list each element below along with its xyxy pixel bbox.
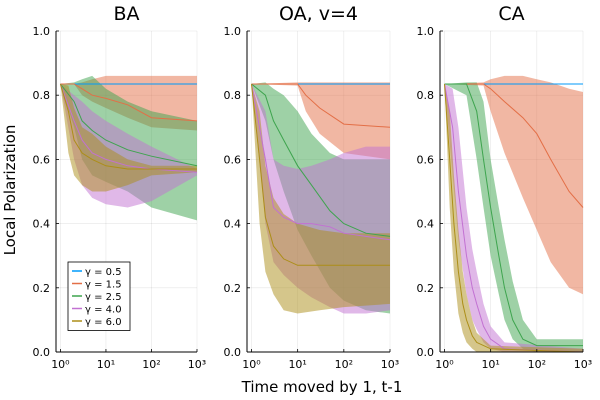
y-axis-label: Local Polarization	[1, 125, 19, 256]
x-tick-label: 10⁰	[51, 358, 70, 371]
legend-label: γ = 4.0	[85, 305, 122, 316]
series-line-5	[251, 83, 390, 266]
series-line-5	[444, 83, 584, 353]
legend-label: γ = 2.5	[85, 292, 122, 303]
x-axis-label: Time moved by 1, t-1	[241, 378, 403, 396]
y-tick-label: 1.0	[33, 25, 51, 38]
y-tick-label: 0.2	[224, 282, 242, 295]
y-tick-label: 0.0	[417, 346, 435, 359]
x-tick-label: 10²	[528, 358, 546, 371]
series-line-3	[251, 83, 391, 237]
y-tick-label: 0.8	[417, 89, 435, 102]
series-line-4	[251, 83, 391, 241]
series-line-2	[60, 83, 198, 122]
y-tick-label: 0.6	[417, 153, 435, 166]
chart-panel-2: 0.0 0.2 0.4 0.6 0.8 1.0 10⁰ 10¹ 10² 10³ OA, v=4	[224, 3, 400, 371]
x-tick-label: 10¹	[288, 358, 306, 371]
series-band-2	[444, 75, 583, 295]
x-tick-label: 10³	[574, 358, 592, 371]
y-tick-label: 0.8	[224, 89, 242, 102]
series-line-5	[59, 83, 197, 170]
y-tick-label: 0.2	[33, 282, 51, 295]
series-band-4	[444, 84, 583, 352]
series-band-5	[251, 84, 390, 314]
x-tick-label: 10²	[335, 358, 353, 371]
series-band-5	[60, 84, 198, 192]
y-tick-label: 0.0	[33, 346, 51, 359]
series-line-4	[444, 83, 584, 353]
legend-label: γ = 1.5	[85, 280, 122, 291]
series-line-2	[444, 83, 584, 208]
y-tick-label: 0.2	[417, 282, 435, 295]
chart-panel-1: 0.0 0.2 0.4 0.6 0.8 1.0 10⁰ 10¹ 10² 10³ BA	[33, 3, 207, 371]
series-line-3	[60, 83, 198, 167]
x-tick-label: 10³	[381, 358, 399, 371]
legend: γ = 0.5 γ = 1.5γ = 2.5 γ = 4.0γ = 6.0	[67, 261, 131, 331]
series-line-2	[251, 83, 391, 128]
series-band-3	[444, 82, 583, 353]
y-tick-label: 0.4	[33, 218, 51, 231]
y-tick-label: 0.8	[33, 89, 51, 102]
chart-panel-3: 0.0 0.2 0.4 0.6 0.8 1.0 10⁰ 10¹ 10² 10³ CA	[417, 3, 593, 371]
legend-label: γ = 0.5	[85, 267, 122, 278]
x-tick-label: 10⁰	[435, 358, 454, 371]
chart-title: CA	[498, 3, 524, 25]
series-band-2	[251, 82, 390, 160]
series-line-4	[59, 83, 198, 173]
x-tick-label: 10³	[188, 358, 206, 371]
x-tick-label: 10¹	[97, 358, 115, 371]
y-tick-label: 0.4	[224, 218, 242, 231]
legend-label: γ = 6.0	[85, 317, 122, 328]
series-line-3	[444, 83, 583, 347]
x-tick-label: 10²	[142, 358, 160, 371]
x-tick-label: 10¹	[481, 358, 499, 371]
y-tick-label: 0.0	[224, 346, 242, 359]
y-tick-label: 1.0	[417, 25, 435, 38]
chart-title: OA, v=4	[279, 3, 358, 25]
y-tick-label: 0.6	[33, 153, 51, 166]
x-tick-label: 10⁰	[242, 358, 261, 371]
y-tick-label: 0.6	[224, 153, 242, 166]
y-tick-label: 0.4	[417, 218, 435, 231]
y-tick-label: 1.0	[224, 25, 242, 38]
chart-title: BA	[113, 3, 139, 25]
